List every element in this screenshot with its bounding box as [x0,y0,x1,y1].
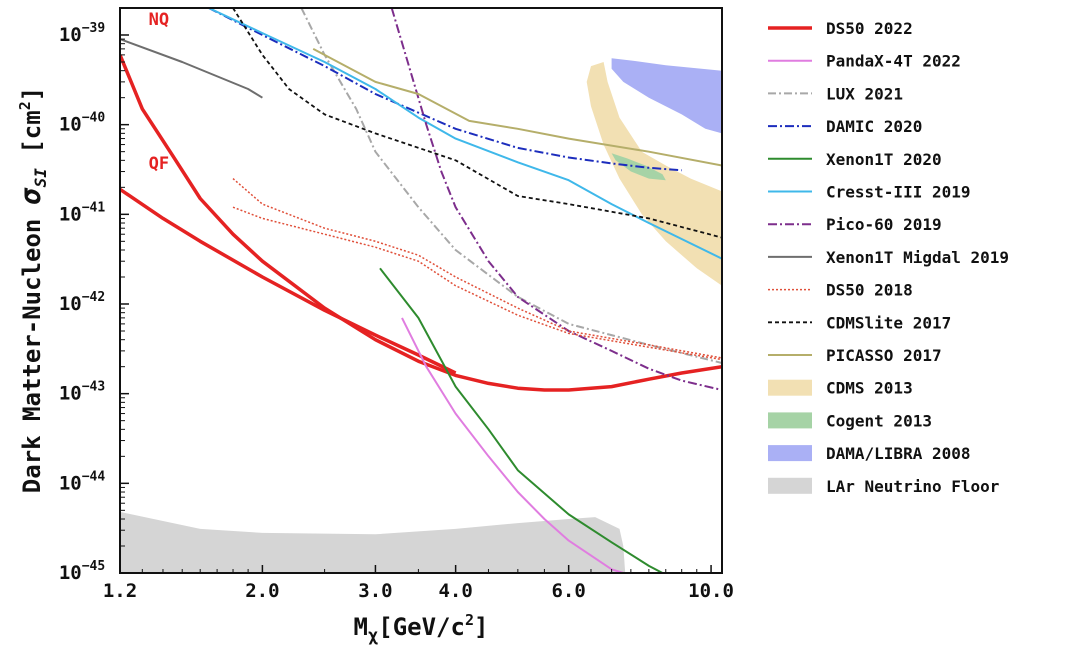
line-lux-2021 [300,8,722,364]
line-damic-2020 [208,8,682,172]
y-axis-title: Dark Matter-Nucleon σSI [cm2] [14,87,50,493]
line-ds50-2022-1 [120,54,722,392]
y-tick-label: 10−44 [59,469,106,494]
x-tick-label: 4.0 [438,580,472,602]
legend-label-ds50-2022: DS50 2022 [826,19,913,38]
legend-swatch-dama-libra-2008 [768,445,812,462]
legend-label-damic-2020: DAMIC 2020 [826,117,922,136]
x-tick-label: 2.0 [245,580,279,602]
legend-label-pandax-4t-2022: PandaX-4T 2022 [826,52,961,71]
x-axis-title: Mχ[GeV/c2] [354,611,489,646]
legend-swatch-cdms-2013 [768,379,812,396]
line-xenon1t-migdal-2019 [120,38,263,99]
x-tick-label: 10.0 [688,580,734,602]
legend-label-cdmslite-2017: CDMSlite 2017 [826,313,951,332]
legend-label-xenon1t-2020: Xenon1T 2020 [826,150,942,169]
line-pico-60-2019 [390,8,722,391]
y-tick-label: 10−39 [59,21,105,46]
x-tick-label: 6.0 [551,580,585,602]
legend-swatch-lar-neutrino-floor [768,477,812,494]
annotation-qf: QF [149,154,169,174]
y-tick-label: 10−41 [59,200,106,225]
y-tick-label: 10−40 [59,111,106,136]
legend-label-cogent-2013: Cogent 2013 [826,411,932,430]
legend-label-pico-60-2019: Pico-60 2019 [826,215,942,234]
line-ds50-2022-2 [120,187,457,375]
line-xenon1t-2020 [379,267,663,573]
line-ds50-2018-1 [232,178,722,359]
line-cdmslite-2017 [232,8,722,239]
legend-label-lar-neutrino-floor: LAr Neutrino Floor [826,477,999,496]
plot-frame [119,7,723,574]
legend-label-xenon1t-migdal-2019: Xenon1T Migdal 2019 [826,248,1009,267]
legend-label-cresst-iii-2019: Cresst-III 2019 [826,183,971,202]
x-tick-label: 3.0 [358,580,392,602]
line-cresst-iii-2019 [208,8,722,260]
legend-label-dama-libra-2008: DAMA/LIBRA 2008 [826,444,971,463]
y-tick-label: 10−42 [59,290,105,315]
legend-swatch-cogent-2013 [768,412,812,429]
area-dama-libra-2008 [611,58,722,134]
line-picasso-2017 [312,48,722,167]
area-lar-neutrino-floor [120,511,626,573]
x-tick-label: 1.2 [103,580,137,602]
legend-label-lux-2021: LUX 2021 [826,84,903,103]
line-pandax-4t-2022 [401,317,624,573]
legend-label-picasso-2017: PICASSO 2017 [826,346,942,365]
legend-label-ds50-2018: DS50 2018 [826,281,913,300]
y-tick-label: 10−45 [59,559,105,584]
legend-label-cdms-2013: CDMS 2013 [826,379,913,398]
y-tick-label: 10−43 [59,380,105,405]
annotation-nq: NQ [149,10,169,30]
line-ds50-2018-2 [232,206,722,361]
legend: DS50 2022 PandaX-4T 2022 LUX 2021 DAMIC 202… [768,19,1009,496]
plot-background [120,8,722,573]
